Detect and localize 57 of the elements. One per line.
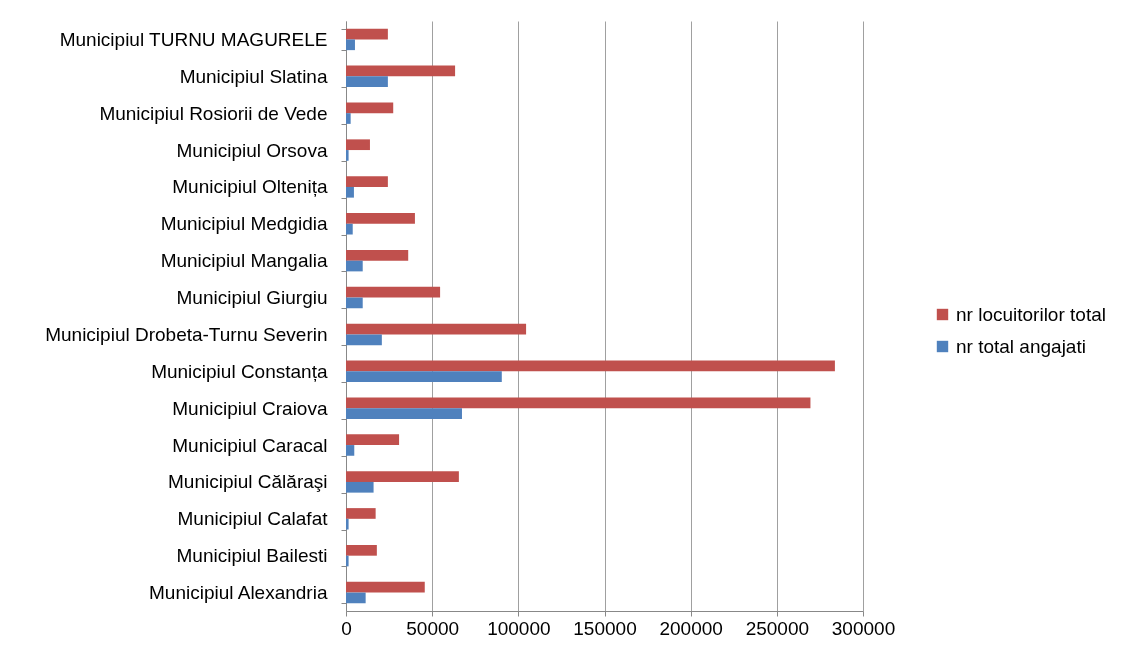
x-tick-label: 250000: [745, 617, 810, 639]
bar: [346, 555, 349, 567]
x-tick-label: 50000: [406, 617, 460, 639]
y-tick-label: Municipiul Drobeta-Turnu Severin: [45, 323, 328, 345]
bar: [346, 544, 377, 556]
bar: [346, 39, 355, 51]
y-tick-label: Municipiul Giurgiu: [176, 287, 328, 309]
y-tick-label: Municipiul Călăraşi: [168, 471, 328, 493]
bar: [346, 249, 409, 261]
bar: [346, 186, 354, 198]
bar: [346, 408, 462, 419]
bar: [346, 65, 456, 77]
x-tick-label: 0: [341, 617, 352, 639]
bar: [346, 471, 459, 482]
y-tick-label: Municipiul Rosiorii de Vede: [99, 102, 328, 124]
bar: [346, 371, 502, 383]
y-tick-label: Municipiul Alexandria: [149, 582, 328, 604]
bar: [346, 260, 363, 272]
x-tick-label: 150000: [573, 617, 637, 639]
bar: [346, 286, 441, 298]
y-tick-label: Municipiul Bailesti: [176, 545, 328, 567]
bar: [346, 481, 374, 493]
y-tick-label: Municipiul Craiova: [172, 397, 328, 419]
y-tick-label: Municipiul Oltenița: [172, 176, 328, 198]
y-tick-label: Municipiul Orsova: [176, 139, 328, 161]
bar: [346, 518, 349, 530]
y-tick-label: Municipiul Slatina: [179, 65, 328, 87]
y-tick-label: Municipiul Medgidia: [160, 213, 328, 235]
bar: [346, 150, 349, 161]
bar: [346, 176, 388, 187]
legend-label: nr total angajati: [956, 335, 1086, 357]
legend-label: nr locuitorilor total: [956, 303, 1106, 325]
y-tick-label: Municipiul Calafat: [177, 508, 329, 530]
bar: [346, 508, 376, 519]
bar: [346, 223, 353, 235]
bar: [346, 113, 351, 124]
bar: [346, 434, 400, 446]
y-tick-label: Municipiul Constanța: [151, 360, 328, 382]
bar: [346, 592, 366, 604]
bar: [346, 297, 363, 309]
y-tick-label: Municipiul Caracal: [172, 434, 328, 456]
x-tick-label: 300000: [831, 617, 896, 639]
bar: [346, 445, 355, 456]
x-tick-label: 200000: [659, 617, 723, 639]
x-tick-label: 100000: [487, 617, 551, 639]
bar: [346, 397, 811, 409]
bar: [346, 28, 388, 40]
bar: [346, 334, 382, 346]
bar: [346, 102, 394, 114]
bar: [346, 581, 425, 593]
bar: [346, 360, 835, 372]
y-tick-label: Municipiul TURNU MAGURELE: [59, 28, 328, 50]
bar: [346, 139, 370, 151]
bar: [346, 76, 388, 88]
bar: [346, 323, 527, 335]
y-tick-label: Municipiul Mangalia: [160, 250, 328, 272]
bar: [346, 213, 415, 224]
